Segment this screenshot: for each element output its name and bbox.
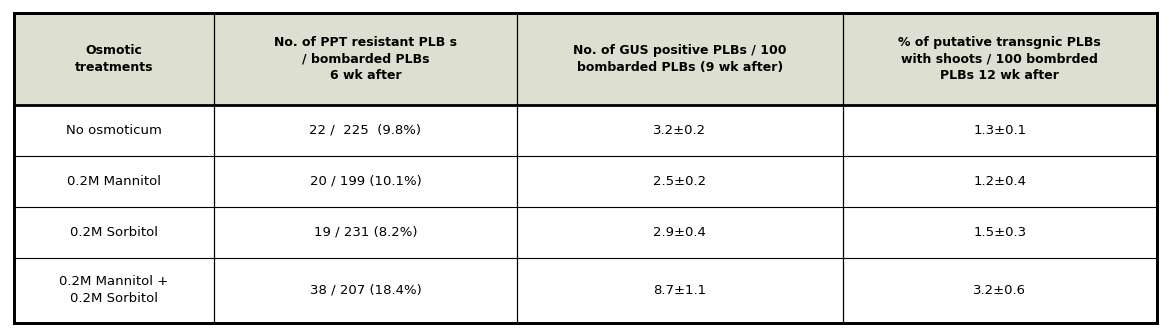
Text: 1.2±0.4: 1.2±0.4: [973, 175, 1026, 187]
Text: % of putative transgnic PLBs
with shoots / 100 bombrded
PLBs 12 wk after: % of putative transgnic PLBs with shoots…: [898, 36, 1101, 82]
Text: 2.9±0.4: 2.9±0.4: [653, 226, 706, 239]
Bar: [14, 13, 1157, 104]
Text: 20 / 199 (10.1%): 20 / 199 (10.1%): [309, 175, 422, 187]
Text: 22 /  225  (9.8%): 22 / 225 (9.8%): [309, 124, 422, 137]
Text: 0.2M Mannitol: 0.2M Mannitol: [67, 175, 162, 187]
Bar: [14, 207, 1157, 258]
Text: 19 / 231 (8.2%): 19 / 231 (8.2%): [314, 226, 417, 239]
Bar: [14, 156, 1157, 207]
Text: No osmoticum: No osmoticum: [66, 124, 162, 137]
Text: 38 / 207 (18.4%): 38 / 207 (18.4%): [309, 284, 422, 297]
Text: 1.3±0.1: 1.3±0.1: [973, 124, 1026, 137]
Bar: [14, 258, 1157, 323]
Text: 0.2M Mannitol +
0.2M Sorbitol: 0.2M Mannitol + 0.2M Sorbitol: [60, 276, 169, 305]
Text: No. of GUS positive PLBs / 100
bombarded PLBs (9 wk after): No. of GUS positive PLBs / 100 bombarded…: [573, 44, 787, 74]
Text: Osmotic
treatments: Osmotic treatments: [75, 44, 153, 74]
Text: 8.7±1.1: 8.7±1.1: [653, 284, 706, 297]
Text: 3.2±0.2: 3.2±0.2: [653, 124, 706, 137]
Bar: [14, 104, 1157, 156]
Text: 2.5±0.2: 2.5±0.2: [653, 175, 706, 187]
Text: 3.2±0.6: 3.2±0.6: [973, 284, 1026, 297]
Text: 0.2M Sorbitol: 0.2M Sorbitol: [70, 226, 158, 239]
Text: 1.5±0.3: 1.5±0.3: [973, 226, 1026, 239]
Text: No. of PPT resistant PLB s
/ bombarded PLBs
6 wk after: No. of PPT resistant PLB s / bombarded P…: [274, 36, 457, 82]
